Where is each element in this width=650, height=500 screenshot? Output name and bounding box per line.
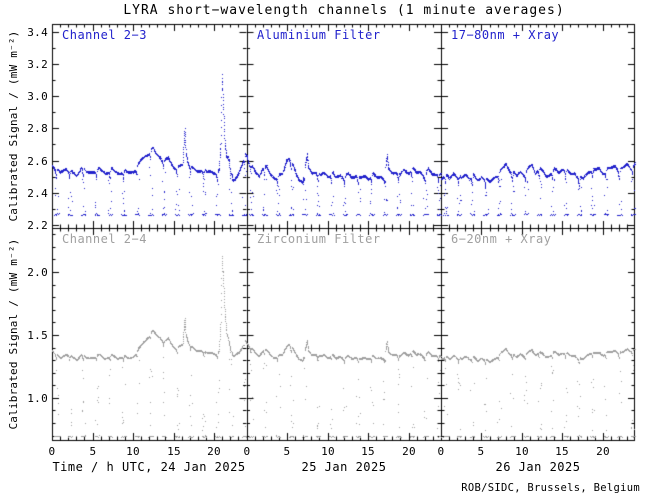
x-tick-label: 0: [48, 445, 56, 458]
y-tick-label: 3.2: [27, 58, 48, 71]
x-tick-label: 10: [321, 445, 335, 458]
y-tick-label: 2.6: [27, 155, 48, 168]
panel-label-6-20nm-xray: 6−20nm + Xray: [451, 232, 552, 246]
x-tick-label: 5: [283, 445, 291, 458]
x-tick-label: 5: [477, 445, 485, 458]
x-tick-label: 20: [402, 445, 416, 458]
x-axis-label-day3: 26 Jan 2025: [495, 460, 581, 474]
panel-label-zirconium-filter: Zirconium Filter: [257, 232, 381, 246]
y-tick-label: 2.2: [27, 219, 48, 232]
x-tick-label: 0: [437, 445, 445, 458]
panel-label-channel-2-3: Channel 2−3: [62, 28, 147, 42]
x-axis-label-day1: Time / h UTC, 24 Jan 2025: [52, 460, 246, 474]
chart-title: LYRA short−wavelength channels (1 minute…: [123, 3, 565, 18]
x-tick-label: 20: [596, 445, 610, 458]
x-tick-label: 15: [167, 445, 181, 458]
x-axis-label-day2: 25 Jan 2025: [301, 460, 387, 474]
y-tick-label: 1.5: [27, 329, 48, 342]
x-tick-label: 20: [207, 445, 221, 458]
x-tick-label: 15: [361, 445, 375, 458]
x-tick-label: 5: [89, 445, 97, 458]
x-tick-label: 0: [243, 445, 251, 458]
y-tick-label: 2.8: [27, 122, 48, 135]
y-axis-label-top: Calibrated Signal / (mW m⁻²): [7, 30, 20, 222]
y-tick-label: 2.4: [27, 187, 48, 200]
panel-label-channel-2-4: Channel 2−4: [62, 232, 147, 246]
y-tick-label: 3.0: [27, 90, 48, 103]
x-tick-label: 15: [555, 445, 569, 458]
y-tick-label: 1.0: [27, 392, 48, 405]
panel-label-aluminium-filter: Aluminium Filter: [257, 28, 381, 42]
y-tick-label: 2.0: [27, 266, 48, 279]
x-tick-label: 10: [126, 445, 140, 458]
credit-text: ROB/SIDC, Brussels, Belgium: [461, 482, 640, 494]
y-axis-label-bottom: Calibrated Signal / (mW m⁻²): [7, 238, 20, 430]
panel-label-17-80nm-xray: 17−80nm + Xray: [451, 28, 560, 42]
x-tick-label: 10: [515, 445, 529, 458]
y-tick-label: 3.4: [27, 26, 48, 39]
